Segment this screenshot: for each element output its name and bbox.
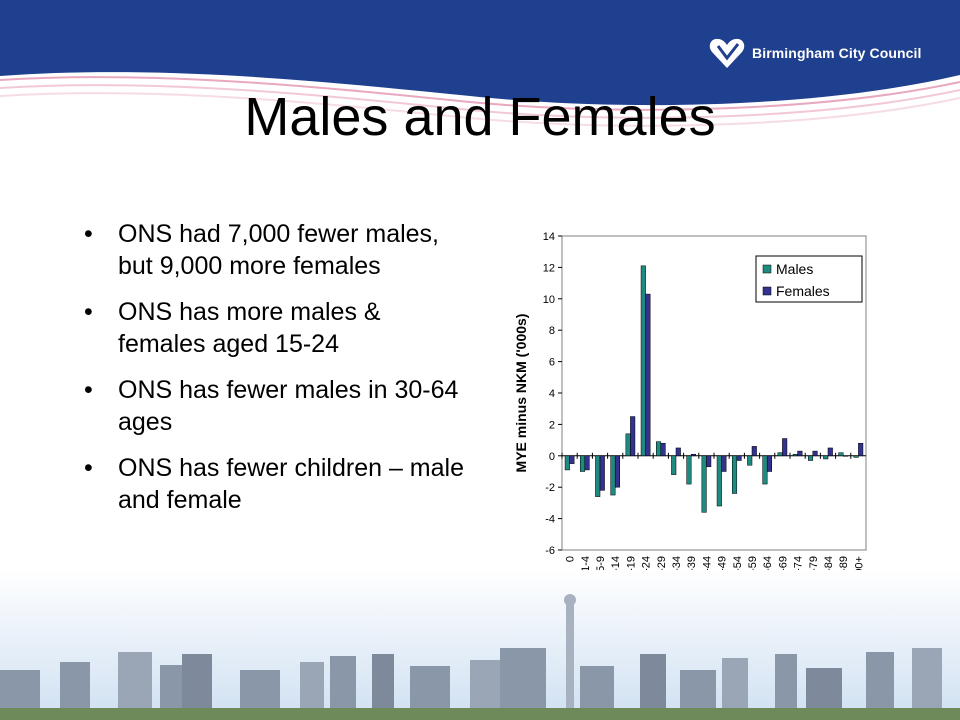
legend-label: Males	[776, 261, 813, 277]
bar-males	[579, 455, 586, 472]
y-tick-label: -2	[545, 482, 555, 494]
bar-females	[569, 455, 575, 464]
bullet-text: ONS has fewer children – male and female	[118, 454, 464, 514]
bar-males	[823, 455, 829, 460]
bar-males	[807, 455, 814, 461]
bullet-item: • ONS has fewer males in 30-64 ages	[80, 374, 465, 438]
y-axis-label: MYE minus NKM ('000s)	[513, 314, 529, 473]
bar-females	[614, 455, 621, 488]
bar-females	[660, 442, 666, 457]
y-tick-label: 8	[549, 325, 555, 337]
y-tick-label: 10	[543, 294, 555, 306]
bar-males	[853, 455, 859, 458]
bar-males	[716, 455, 722, 507]
bullet-item: • ONS has more males & females aged 15-24	[80, 296, 465, 360]
x-tick-label: 1-4	[580, 556, 592, 572]
bar-males	[762, 455, 768, 485]
bar-males	[777, 452, 783, 457]
bar-males	[792, 453, 798, 457]
bar-females	[736, 455, 742, 461]
y-tick-label: 12	[543, 262, 555, 274]
bar-females	[690, 453, 697, 457]
bar-females	[751, 446, 757, 457]
bar-females	[706, 455, 712, 468]
legend-box	[755, 255, 863, 303]
slide-title: Males and Females	[244, 87, 716, 147]
bullet-text: ONS has more males & females aged 15-24	[118, 298, 381, 358]
bar-females	[766, 455, 773, 472]
bar-females	[675, 447, 681, 457]
bar-males	[640, 265, 646, 457]
bar-males	[838, 452, 844, 457]
y-tick-label: 2	[549, 419, 555, 431]
bar-females	[584, 455, 590, 471]
bar-males	[655, 441, 662, 457]
y-tick-label: -4	[545, 514, 555, 526]
council-logo: Birmingham City Council	[708, 36, 922, 70]
bullet-icon: •	[84, 376, 93, 404]
bar-females	[782, 438, 788, 457]
bar-males	[731, 455, 738, 494]
bar-males	[701, 455, 707, 513]
bullet-icon: •	[84, 298, 93, 326]
bullet-icon: •	[84, 220, 93, 248]
heart-logo-icon	[709, 38, 745, 68]
bullet-item: • ONS has fewer children – male and femal…	[80, 452, 465, 516]
x-tick-label: 0	[565, 556, 577, 562]
bar-females	[645, 293, 651, 457]
bullet-text: ONS has fewer males in 30-64 ages	[118, 376, 459, 436]
x-tick-label: 5-9	[595, 556, 607, 572]
bullet-list: • ONS had 7,000 fewer males, but 9,000 mo…	[80, 218, 465, 530]
bullet-item: • ONS had 7,000 fewer males, but 9,000 mo…	[80, 218, 465, 282]
bar-males	[625, 433, 631, 457]
bar-males	[595, 455, 601, 497]
bar-females	[827, 447, 833, 457]
bar-males	[747, 455, 753, 466]
header-banner	[0, 0, 960, 127]
logo-text: Birmingham City Council	[752, 45, 922, 61]
bar-males	[686, 455, 692, 485]
bar-males	[671, 455, 677, 475]
bar-females	[630, 416, 636, 457]
bar-females	[858, 442, 864, 457]
y-tick-label: 4	[549, 388, 555, 400]
bar-females	[812, 450, 818, 457]
y-tick-label: 6	[549, 357, 555, 369]
bullet-text: ONS had 7,000 fewer males, but 9,000 mor…	[118, 220, 439, 280]
age-difference-chart: -6-4-20246810121401-45-910-1415-1920-242…	[513, 231, 867, 621]
city-skyline	[0, 570, 960, 720]
bar-females	[797, 450, 803, 457]
bar-females	[721, 455, 727, 472]
bar-males	[564, 455, 570, 471]
bar-males	[610, 455, 616, 496]
legend-swatch	[762, 286, 772, 296]
bullet-icon: •	[84, 454, 93, 482]
y-tick-label: -6	[545, 545, 555, 557]
legend-swatch	[762, 264, 772, 274]
y-tick-label: 14	[543, 231, 555, 243]
bar-females	[599, 455, 605, 491]
bar-females	[842, 455, 849, 457]
legend-label: Females	[776, 283, 830, 299]
y-tick-label: 0	[549, 451, 555, 463]
